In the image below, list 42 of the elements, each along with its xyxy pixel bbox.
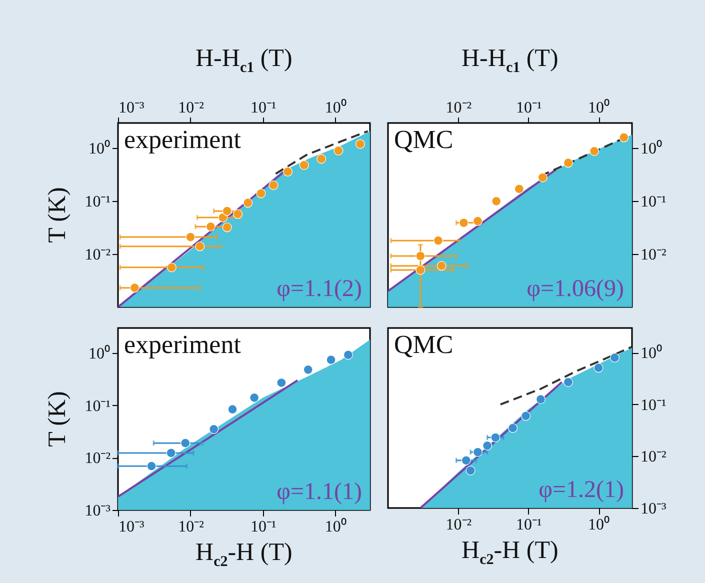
annotation: experiment (124, 330, 242, 359)
y-tick-label: 10⁻³ (640, 500, 666, 518)
y-axis-title: T (K) (44, 187, 72, 243)
y-tick-label: 10⁻² (640, 448, 666, 466)
y-tick-label: 10⁻² (84, 450, 111, 468)
annotation: φ=1.06(9) (526, 276, 624, 302)
y-tick-label: 10⁰ (88, 344, 110, 362)
y-tick-label: 10⁰ (88, 140, 110, 158)
y-tick-label: 10⁻³ (84, 502, 111, 520)
y-tick-label: 10⁻¹ (84, 194, 111, 211)
x-tick-label: 10⁻¹ (516, 100, 542, 116)
y-tick-label: 10⁻¹ (640, 396, 666, 414)
annotation: φ=1.2(1) (538, 477, 624, 503)
x-tick-label: 10⁻² (178, 100, 204, 116)
y-tick-label: 10⁻² (640, 246, 666, 264)
x-tick-label: 10⁰ (324, 518, 347, 536)
x-tick-label: 10⁻¹ (516, 516, 542, 534)
y-tick-label: 10⁰ (640, 140, 662, 158)
x-tick-label: 10⁻¹ (250, 518, 277, 536)
annotation: QMC (394, 125, 454, 154)
x-axis-title: H-H$_{c1}$ (T) (462, 45, 558, 77)
x-axis-title: H$_{c2}$-H (T) (196, 539, 292, 571)
annotation: φ=1.1(2) (276, 276, 362, 302)
x-tick-label: 10⁰ (324, 98, 347, 116)
x-tick-label: 10⁻³ (118, 518, 144, 536)
annotation: experiment (124, 125, 242, 154)
y-tick-label: 10⁰ (640, 344, 662, 362)
y-tick-label: 10⁻² (84, 246, 111, 264)
y-tick-label: 10⁻¹ (84, 398, 111, 415)
annotation: φ=1.1(1) (276, 479, 362, 505)
x-tick-label: 10⁰ (588, 516, 610, 534)
y-tick-label: 10⁻¹ (640, 194, 666, 211)
x-axis-title: H$_{c2}$-H (T) (462, 537, 558, 569)
x-tick-label: 10⁻² (446, 516, 472, 534)
x-tick-label: 10⁰ (588, 98, 610, 116)
annotation: QMC (394, 330, 454, 359)
x-axis-title: H-H$_{c1}$ (T) (196, 45, 292, 77)
x-tick-label: 10⁻¹ (250, 100, 277, 116)
x-tick-label: 10⁻³ (118, 100, 144, 116)
y-axis-title: T (K) (44, 391, 72, 447)
x-tick-label: 10⁻² (446, 100, 472, 116)
x-tick-label: 10⁻² (178, 518, 204, 536)
